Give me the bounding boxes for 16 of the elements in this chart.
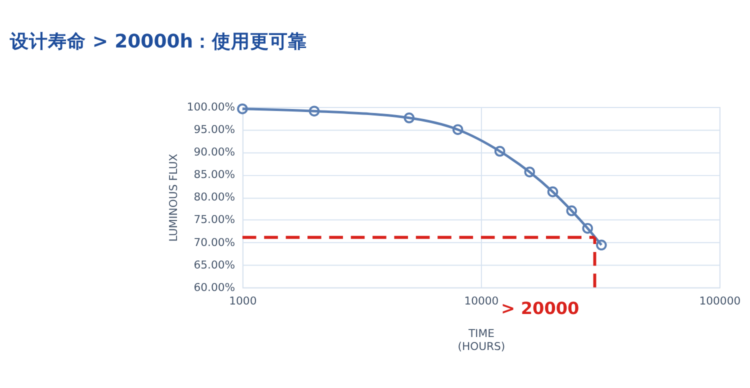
x-tick-label: 100000 [699, 294, 741, 308]
chart-title: 设计寿命 > 20000h：使用更可靠 [8, 30, 308, 52]
y-tick-label: 80.00% [194, 190, 236, 204]
y-tick-label: 95.00% [194, 123, 236, 136]
y-tick-label: 85.00% [194, 168, 236, 182]
text: > 20000 [501, 298, 580, 318]
y-tick-label: 65.00% [194, 258, 236, 272]
y-axis-title: LUMINOUS FLUX [166, 153, 180, 242]
y-tick-label: 100.00% [186, 100, 236, 114]
y-tick-label: 60.00% [194, 280, 236, 294]
y-tick-label: 75.00% [194, 213, 236, 226]
x-tick-label: 1000 [229, 294, 257, 308]
x-tick-label: 10000 [464, 294, 499, 308]
x-axis-title: TIME (HOURS) [458, 327, 506, 353]
y-tick-label: 70.00% [194, 236, 236, 249]
y-tick-label: 90.00% [194, 146, 236, 159]
